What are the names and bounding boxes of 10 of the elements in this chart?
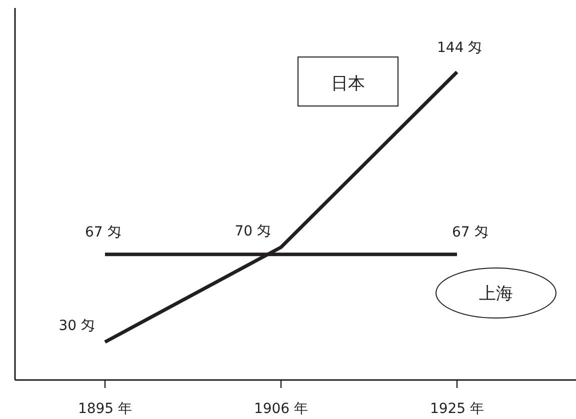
x-tick-label: 1906 年 [254,401,308,417]
data-label: 30 匁 [58,318,95,334]
data-label: 144 匁 [437,40,482,56]
text: 上海 [479,284,513,304]
x-tick-label: 1925 年 [430,401,484,417]
x-tick-label: 1895 年 [78,401,132,417]
text: 日本 [331,74,365,94]
data-label: 67 匁 [452,224,488,240]
data-label: 67 匁 [85,224,122,240]
data-label: 70 匁 [234,223,271,240]
